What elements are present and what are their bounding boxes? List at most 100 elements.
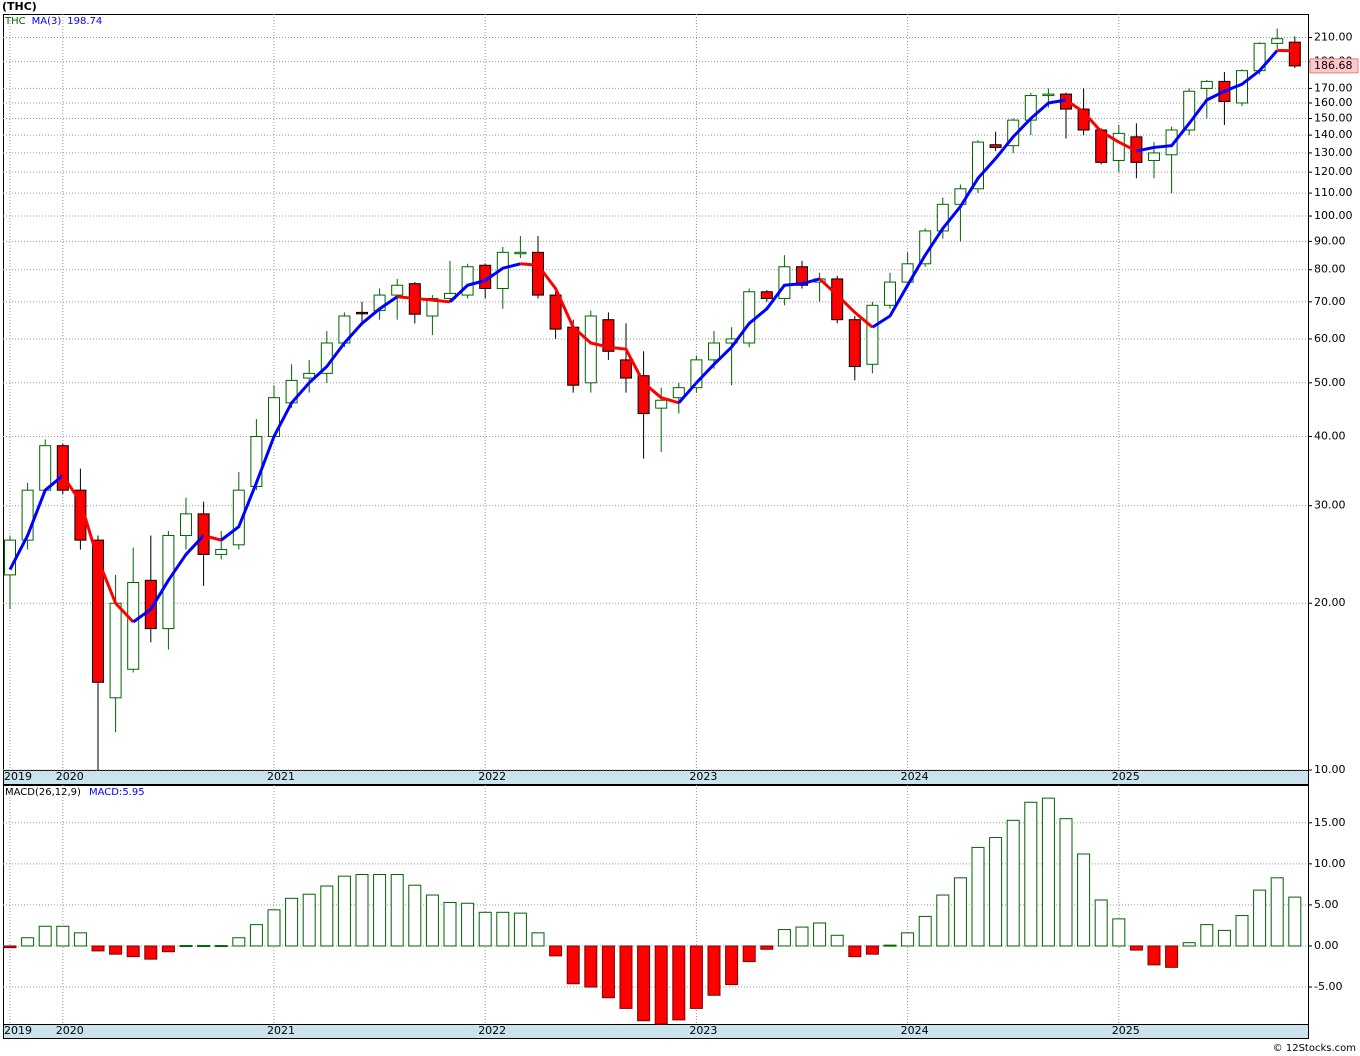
x-tick-label: 2023 — [689, 1024, 717, 1037]
candle-body — [426, 297, 439, 317]
macd-bar — [320, 885, 334, 947]
macd-bar — [513, 912, 527, 947]
legend-name: MA(3) — [32, 16, 62, 27]
macd-bar — [3, 945, 17, 949]
y-tick-label: 120.00 — [1314, 165, 1353, 178]
candle-body — [180, 513, 192, 537]
macd-bar — [443, 901, 457, 947]
y-tick-label: 15.00 — [1314, 816, 1346, 829]
candle-body — [637, 375, 650, 415]
candle-body — [1165, 129, 1178, 156]
macd-bar — [1253, 889, 1267, 947]
y-tick-label: 20.00 — [1314, 596, 1346, 609]
macd-bar — [795, 926, 809, 947]
macd-bar — [73, 932, 87, 947]
macd-bar — [1094, 899, 1108, 947]
macd-bar — [1235, 915, 1249, 947]
macd-bar — [1182, 942, 1196, 947]
x-tick-label: 2025 — [1112, 770, 1140, 783]
x-tick-label: 2020 — [56, 770, 84, 783]
macd-bar — [214, 945, 228, 948]
candle-body — [197, 513, 210, 555]
candle-body — [1288, 41, 1301, 67]
candle-body — [848, 319, 861, 368]
ma-line — [1136, 49, 1279, 153]
candle-body — [1042, 93, 1055, 97]
macd-bar — [1165, 945, 1179, 968]
candle-body — [989, 144, 1002, 148]
macd-bar — [1147, 945, 1161, 966]
macd-bar — [953, 877, 967, 947]
y-tick-label: 40.00 — [1314, 429, 1346, 442]
macd-bar — [848, 945, 862, 958]
macd-bar — [1059, 818, 1073, 947]
candle-body — [1112, 132, 1125, 161]
candle-body — [1183, 90, 1196, 131]
macd-bar — [267, 909, 281, 947]
y-tick-label: 110.00 — [1314, 186, 1353, 199]
candle-body — [972, 141, 984, 190]
y-tick-label: -5.00 — [1314, 980, 1342, 993]
macd-bar — [725, 945, 739, 986]
candle-body — [743, 291, 756, 344]
macd-bar — [161, 945, 175, 953]
candle-body — [356, 311, 368, 315]
candle-body — [708, 342, 720, 361]
candle-body — [1200, 80, 1213, 89]
y-tick-label: 160.00 — [1314, 96, 1353, 109]
macd-current-label: MACD: — [89, 787, 122, 798]
macd-bar — [1041, 797, 1055, 947]
macd-bar — [707, 945, 721, 996]
candle-body — [549, 294, 562, 330]
macd-bar — [742, 945, 756, 963]
candle-body — [56, 445, 69, 491]
chart-title: (THC) — [2, 0, 37, 13]
y-tick-label: 80.00 — [1314, 263, 1346, 276]
macd-bar — [1024, 801, 1038, 947]
candle-body — [532, 251, 544, 296]
x-tick-label: 2023 — [689, 770, 717, 783]
candle-body — [461, 266, 474, 296]
macd-bar — [425, 894, 439, 947]
candle-body — [21, 489, 34, 541]
candle-body — [391, 284, 404, 296]
candle-body — [4, 539, 16, 576]
last-price-label: 186.68 — [1314, 59, 1353, 72]
ma-line — [677, 277, 820, 404]
macd-bar — [936, 894, 950, 947]
macd-bar — [918, 915, 932, 947]
ma-line — [1065, 98, 1138, 153]
candle-body — [584, 315, 597, 384]
candle-body — [1148, 152, 1160, 161]
ma-line — [397, 295, 451, 304]
macd-legend: MACD(26,12,9) MACD:5.95 — [5, 787, 145, 798]
macd-bar — [883, 944, 897, 947]
y-tick-label: 130.00 — [1314, 146, 1353, 159]
macd-name: MACD(26,12,9) — [5, 787, 81, 798]
candle-body — [866, 304, 879, 365]
macd-bar — [760, 945, 774, 950]
macd-bar — [566, 945, 580, 985]
macd-bar — [672, 945, 686, 1021]
macd-bar — [830, 934, 844, 947]
ma-line — [818, 277, 874, 329]
candle-body — [127, 582, 140, 670]
candle-body — [144, 579, 157, 630]
macd-bar — [285, 897, 299, 947]
candle-body — [884, 281, 896, 306]
macd-bar — [1200, 924, 1214, 947]
y-tick-label: 140.00 — [1314, 128, 1353, 141]
legend-symbol: THC — [4, 16, 26, 27]
ma-line — [448, 262, 521, 303]
candle-body — [109, 602, 122, 699]
macd-bar — [249, 924, 263, 947]
candle-body — [760, 291, 773, 299]
macd-bar — [549, 945, 563, 957]
x-tick-label: 2024 — [901, 1024, 929, 1037]
macd-bar — [179, 945, 193, 948]
y-tick-label: 30.00 — [1314, 499, 1346, 512]
ma-line — [61, 474, 135, 624]
macd-bar — [337, 875, 351, 947]
macd-bar — [1112, 918, 1126, 947]
